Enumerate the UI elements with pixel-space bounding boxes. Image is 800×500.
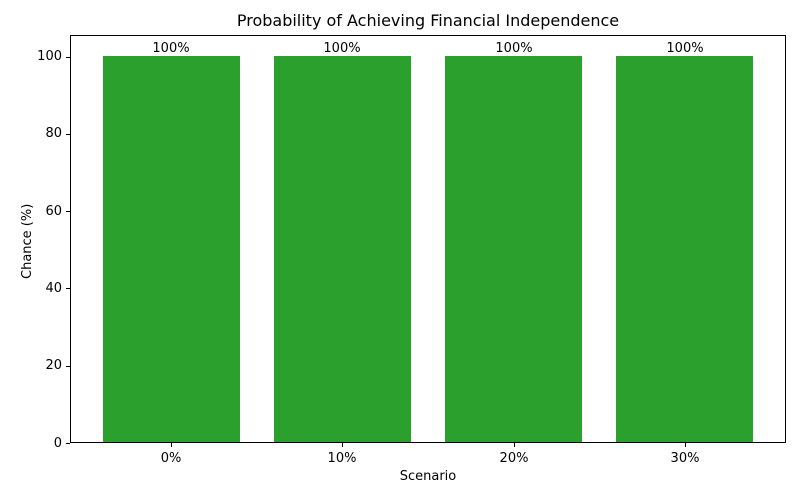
bar-value-label: 100% <box>666 41 704 56</box>
y-tick-mark <box>66 211 70 212</box>
chart-title: Probability of Achieving Financial Indep… <box>236 11 620 30</box>
y-tick-label: 60 <box>45 204 62 219</box>
y-tick-label: 100 <box>37 49 62 64</box>
bar <box>445 56 582 442</box>
y-tick-label: 80 <box>45 126 62 141</box>
x-tick-mark <box>514 443 515 447</box>
bar <box>274 56 411 442</box>
y-tick-mark <box>66 57 70 58</box>
x-tick-label: 20% <box>499 451 529 466</box>
x-tick-mark <box>171 443 172 447</box>
y-tick-label: 20 <box>45 358 62 373</box>
bar <box>103 56 240 442</box>
x-tick-mark <box>685 443 686 447</box>
bar <box>616 56 753 442</box>
y-tick-mark <box>66 134 70 135</box>
bar-value-label: 100% <box>152 41 190 56</box>
x-axis-label: Scenario <box>399 469 457 484</box>
y-tick-label: 40 <box>45 281 62 296</box>
y-tick-label: 0 <box>53 436 62 451</box>
y-tick-mark <box>66 288 70 289</box>
bar-value-label: 100% <box>323 41 361 56</box>
x-tick-mark <box>342 443 343 447</box>
y-tick-mark <box>66 443 70 444</box>
plot-area <box>70 35 786 443</box>
bar-value-label: 100% <box>495 41 533 56</box>
x-tick-label: 30% <box>670 451 700 466</box>
x-tick-label: 10% <box>327 451 357 466</box>
y-tick-mark <box>66 366 70 367</box>
x-tick-label: 0% <box>160 451 182 466</box>
